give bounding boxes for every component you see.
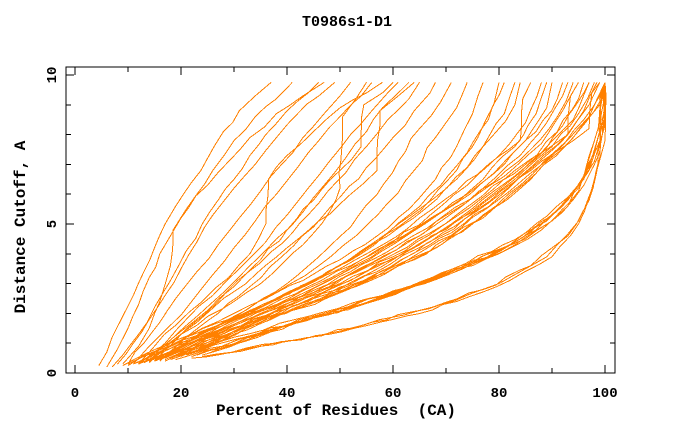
x-tick-label: 40 [279,386,296,402]
x-tick-label: 0 [71,386,79,402]
model-curve [148,82,415,363]
model-curve [148,82,564,362]
model-curve [154,82,420,362]
model-curve [207,82,606,355]
x-axis-label: Percent of Residues (CA) [215,402,457,420]
x-tick-label: 80 [491,386,508,402]
model-curve [122,81,325,365]
model-curve [212,82,607,356]
model-curve [159,82,436,362]
model-curve [175,82,601,358]
axes-box [65,66,616,374]
model-curve [202,82,606,356]
model-curve [98,82,272,366]
model-curve [154,82,579,362]
y-tick-label: 10 [45,67,61,84]
model-curve [154,82,574,362]
model-curve [191,82,607,358]
plot-title: T0986s1-D1 [301,14,392,31]
model-curves-group [98,81,607,368]
x-tick-label: 20 [173,386,190,402]
model-curve [117,82,336,365]
y-tick-label: 0 [45,369,61,377]
model-curve [138,82,394,365]
model-curve [186,82,606,356]
model-curve [132,82,373,365]
model-curve [138,82,532,365]
model-curve [164,82,590,359]
model-curve [138,82,542,364]
model-curve [196,82,606,356]
model-curve [143,82,553,364]
y-tick-label: 5 [45,220,61,228]
model-curve [186,82,606,356]
model-curve [149,82,569,362]
model-curve [133,82,521,365]
model-curve [127,82,351,365]
model-curve [202,82,606,358]
model-curve [138,81,383,365]
model-curve [148,82,410,363]
x-tick-label: 100 [592,386,617,402]
model-curve [164,82,590,361]
model-curve [170,82,598,359]
model-curve [143,82,548,364]
model-curve [143,82,399,363]
model-curve [138,82,367,365]
x-tick-label: 60 [385,386,402,402]
model-curve [159,82,579,361]
model-curve [127,82,500,367]
model-curve [106,82,293,368]
